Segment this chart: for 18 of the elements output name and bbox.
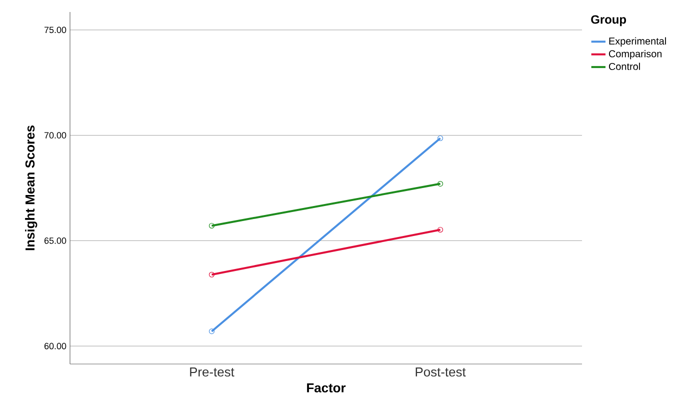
legend-label: Control: [608, 62, 640, 70]
y-tick-label: 65.00: [44, 238, 66, 244]
point: [208, 222, 215, 229]
y-axis-title: Insight Mean Scores: [25, 126, 38, 250]
x-tick-label: Post-test: [416, 368, 466, 377]
legend-label: Experimental: [609, 37, 666, 47]
y-tick-label: 75.00: [44, 26, 66, 34]
legend-label: Comparison: [608, 50, 662, 60]
legend-title: Group: [591, 15, 626, 26]
point: [438, 135, 444, 142]
point: [208, 328, 215, 334]
x-tick-label: Pre-test: [190, 368, 234, 377]
point: [208, 272, 215, 278]
y-tick-label: 70.00: [44, 132, 66, 138]
y-tick-label: 60.00: [44, 342, 66, 350]
point: [438, 180, 444, 187]
x-axis-title: Factor: [307, 383, 346, 392]
point: [438, 226, 444, 233]
